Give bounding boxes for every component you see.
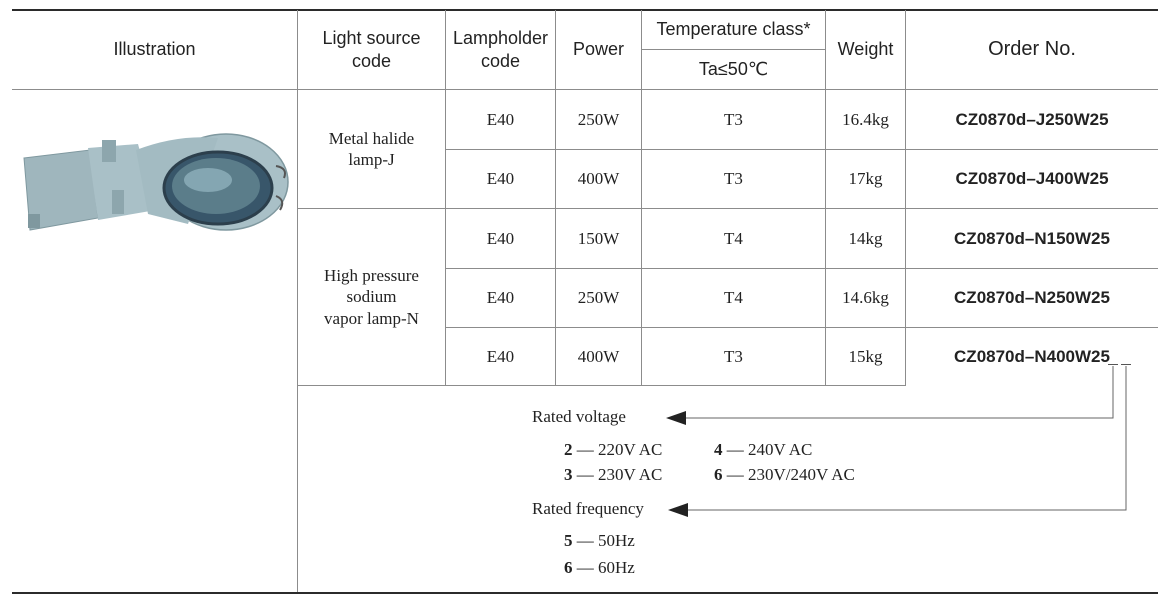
weight-cell: 16.4kg: [842, 109, 889, 129]
row-rule-2: [298, 208, 1158, 209]
temp-class-cell: T3: [724, 109, 743, 129]
voltage-option: 4 — 240V AC: [714, 440, 813, 459]
lampholder-cell: E40: [486, 228, 515, 248]
light-source-hps: High pressure sodium vapor lamp-N: [324, 266, 419, 328]
power-cell: 250W: [577, 288, 620, 308]
lampholder-cell: E40: [486, 288, 515, 308]
weight-cell: 15kg: [848, 346, 883, 366]
power-cell: 150W: [577, 228, 620, 248]
order-no-cell: CZ0870d–N150W25: [954, 228, 1110, 248]
col-rule-weight: [905, 10, 906, 386]
voltage-option: 2 — 220V AC: [564, 440, 663, 459]
col-rule-power: [641, 10, 642, 386]
rated-frequency-title: Rated frequency: [532, 499, 644, 518]
frequency-option: 5 — 50Hz: [564, 531, 635, 550]
weight-cell: 14kg: [848, 228, 883, 248]
weight-cell: 17kg: [848, 169, 883, 189]
lampholder-cell: E40: [486, 346, 515, 366]
weight-cell: 14.6kg: [842, 288, 889, 308]
street-lamp-icon: [18, 130, 298, 240]
voltage-option: 6 — 230V/240V AC: [714, 465, 855, 484]
order-code-underline-voltage: [1108, 364, 1118, 365]
power-cell: 400W: [577, 346, 620, 366]
row-rule-3: [445, 268, 1158, 269]
temp-class-cell: T3: [724, 169, 743, 189]
lampholder-cell: E40: [486, 169, 515, 189]
col-rule-temp: [825, 10, 826, 386]
header-lampholder: Lampholder code: [452, 28, 549, 71]
order-code-underline-frequency: [1121, 364, 1131, 365]
header-temperature-class: Temperature class*: [656, 19, 811, 40]
row-rule-5: [298, 385, 906, 386]
temp-class-cell: T4: [724, 228, 743, 248]
order-no-cell: CZ0870d–J250W25: [955, 109, 1109, 129]
header-power: Power: [572, 39, 625, 60]
order-no-cell: CZ0870d–J400W25: [955, 169, 1109, 189]
header-bottom-rule: [12, 89, 1158, 90]
header-order-no: Order No.: [988, 38, 1076, 60]
header-illustration: Illustration: [113, 39, 196, 60]
temp-class-cell: T4: [724, 288, 743, 308]
table-bottom-rule: [12, 592, 1158, 594]
temp-subheader-rule: [641, 49, 826, 50]
frequency-option: 6 — 60Hz: [564, 558, 635, 577]
header-temperature-condition: Ta≤50℃: [698, 59, 769, 80]
light-source-metal-halide: Metal halide lamp-J: [328, 128, 415, 169]
order-no-cell: CZ0870d–N250W25: [954, 288, 1110, 308]
power-cell: 250W: [577, 109, 620, 129]
col-rule-lightsource: [445, 10, 446, 386]
header-light-source: Light source code: [322, 28, 421, 71]
col-rule-illustration: [297, 10, 298, 592]
rated-voltage-title: Rated voltage: [532, 407, 626, 426]
lampholder-cell: E40: [486, 109, 515, 129]
voltage-option: 3 — 230V AC: [564, 465, 663, 484]
order-no-cell: CZ0870d–N400W25: [954, 346, 1110, 366]
col-rule-lampholder: [555, 10, 556, 386]
header-weight: Weight: [837, 39, 894, 60]
temp-class-cell: T3: [724, 346, 743, 366]
row-rule-1: [445, 149, 1158, 150]
power-cell: 400W: [577, 169, 620, 189]
row-rule-4: [445, 327, 1158, 328]
table-top-rule: [12, 9, 1158, 11]
